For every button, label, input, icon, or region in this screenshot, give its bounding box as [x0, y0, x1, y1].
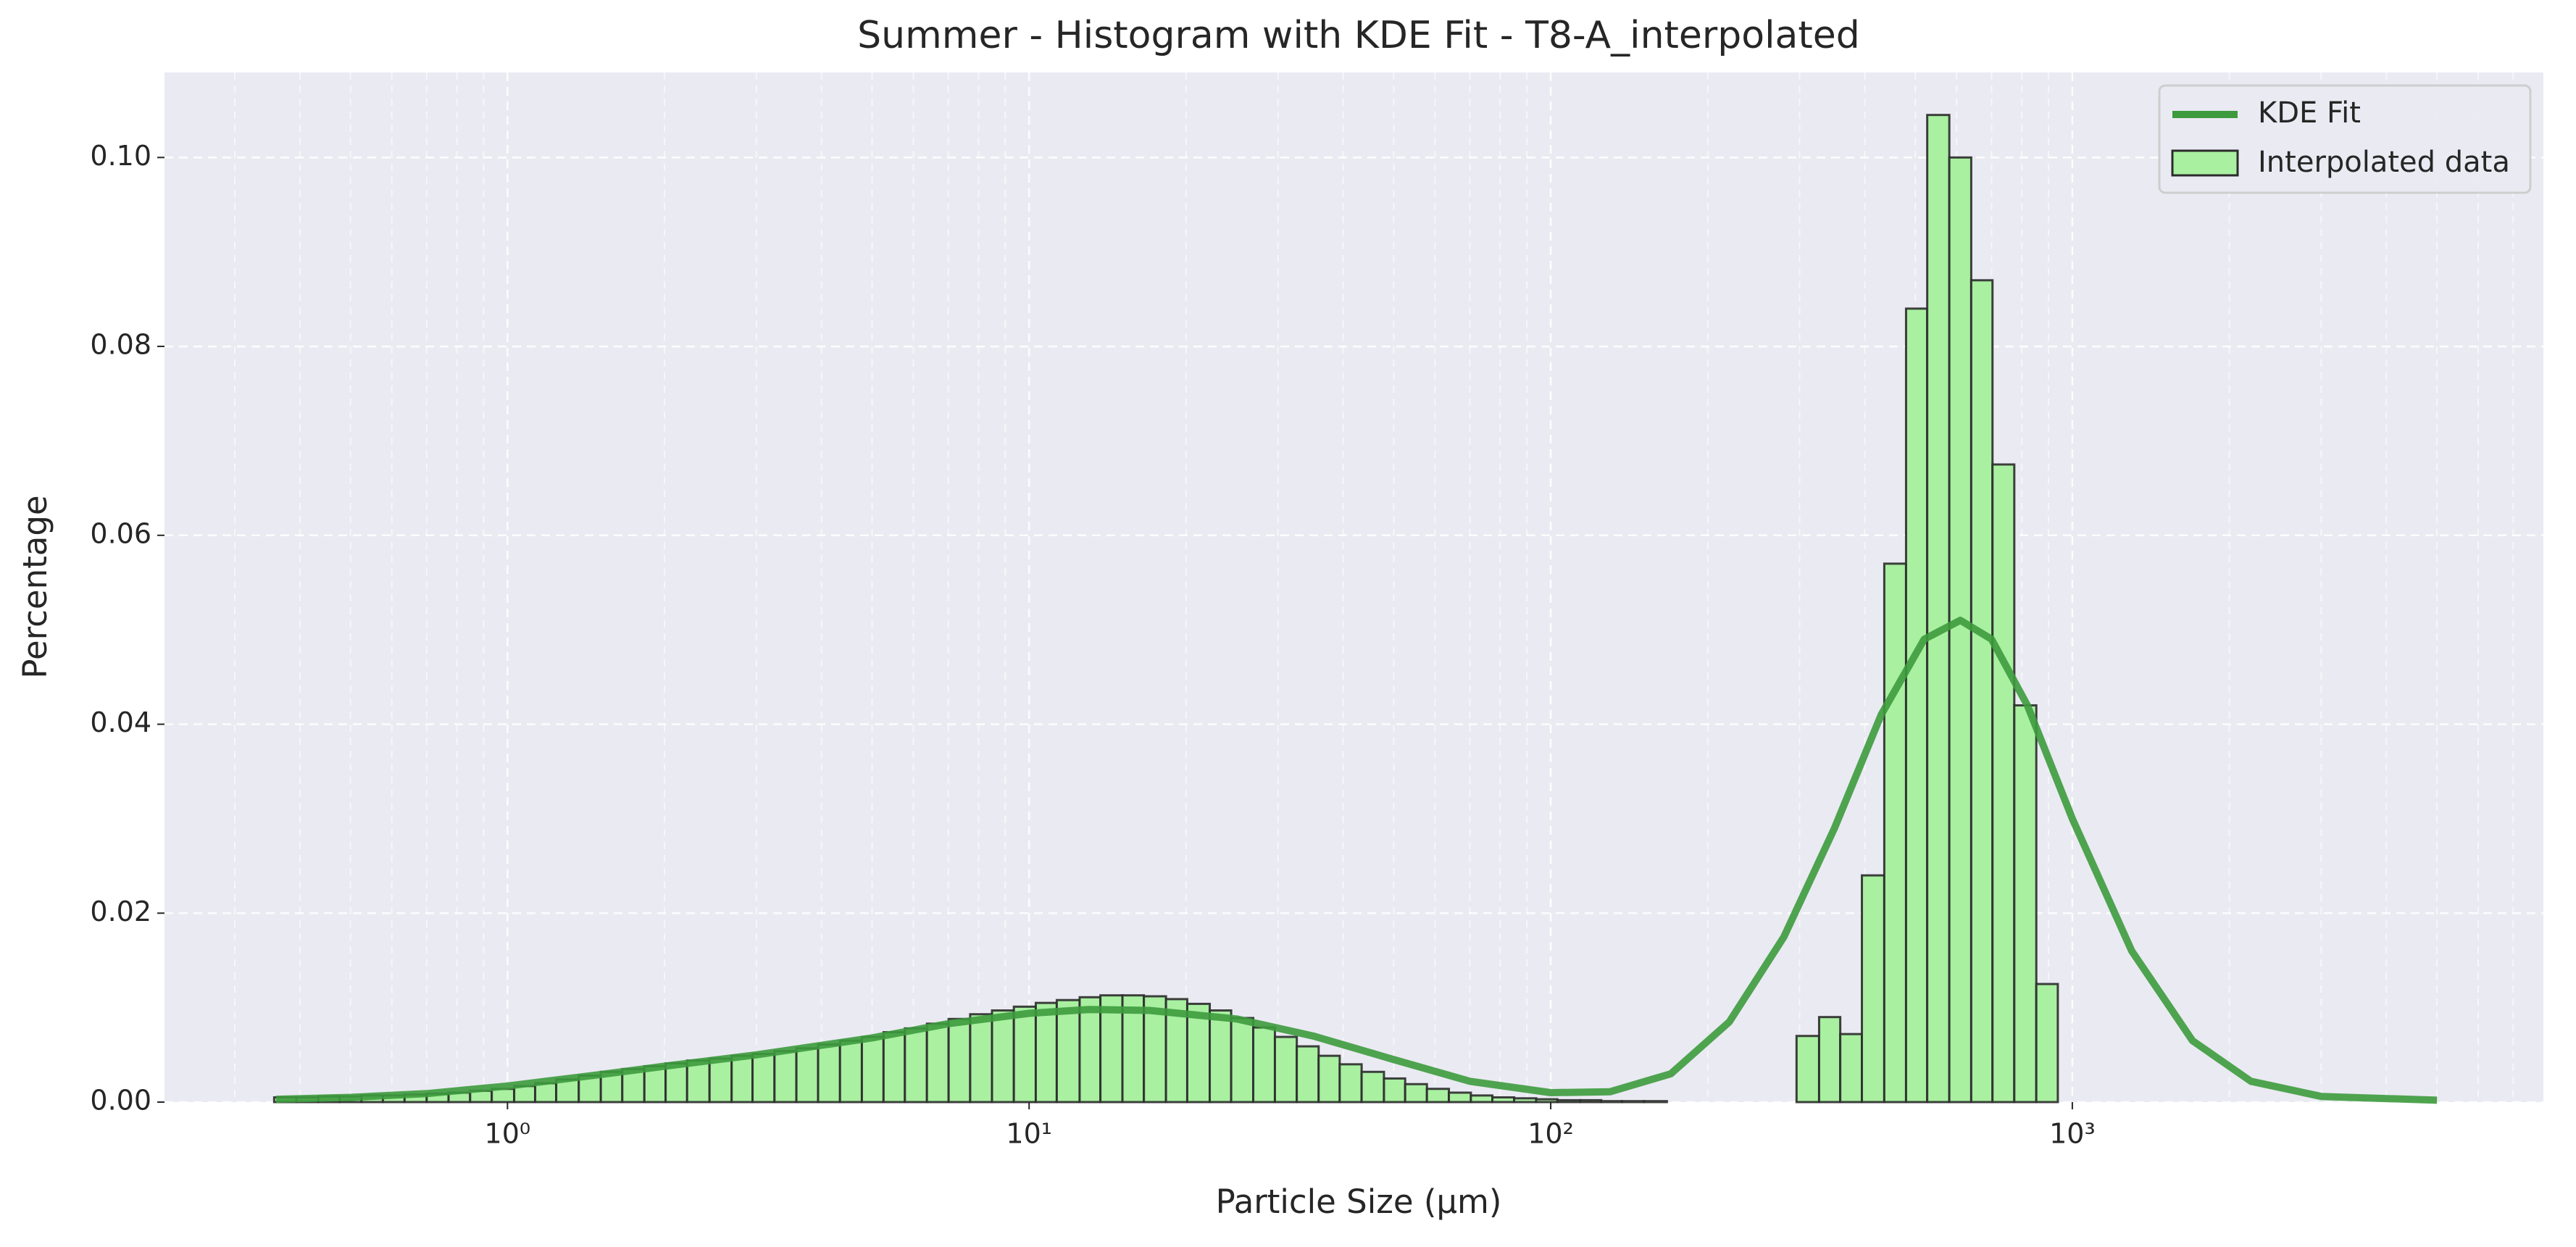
- legend-box: [2158, 84, 2532, 194]
- histogram-bar: [708, 1057, 733, 1104]
- x-tick-label: 10¹: [1006, 1118, 1052, 1150]
- histogram-bar: [1185, 1002, 1212, 1104]
- histogram-bar: [1861, 874, 1885, 1104]
- histogram-bar: [643, 1064, 667, 1104]
- histogram-bar: [491, 1088, 516, 1104]
- histogram-bar: [1470, 1094, 1494, 1104]
- histogram-bar: [1338, 1063, 1363, 1104]
- kde-line: [275, 617, 2438, 1104]
- histogram-bar: [1817, 1016, 1842, 1104]
- histogram-bar: [1600, 1100, 1623, 1104]
- histogram-bar: [2035, 983, 2059, 1104]
- histogram-bar: [1969, 279, 1994, 1104]
- plot-area: [164, 72, 2543, 1102]
- histogram-bar: [1425, 1088, 1451, 1104]
- histogram-bar: [1252, 1026, 1276, 1104]
- histogram-bar: [1839, 1033, 1864, 1104]
- histogram-bar: [1055, 998, 1081, 1104]
- histogram-bar: [947, 1017, 972, 1104]
- legend-label: Interpolated data: [2258, 146, 2510, 179]
- histogram-bar: [1579, 1098, 1603, 1104]
- histogram-bar: [991, 1009, 1015, 1104]
- legend-label: KDE Fit: [2258, 96, 2361, 130]
- histogram-bar: [1620, 1100, 1646, 1104]
- histogram-bar: [1643, 1100, 1668, 1104]
- histogram-bar: [1991, 463, 2016, 1104]
- histogram-bar: [534, 1082, 558, 1104]
- histogram-bar: [1404, 1083, 1428, 1104]
- y-tick-label: 0.00: [90, 1085, 151, 1117]
- histogram-bar: [1383, 1077, 1406, 1104]
- histogram-bar: [1535, 1098, 1559, 1104]
- x-tick-label: 10³: [2049, 1118, 2096, 1150]
- histogram-bar: [882, 1031, 906, 1104]
- x-tick-label: 10⁰: [485, 1118, 531, 1150]
- histogram-bar: [1012, 1005, 1037, 1104]
- histogram-bar: [817, 1043, 841, 1104]
- histogram-bar: [1078, 996, 1102, 1104]
- histogram-bar: [925, 1022, 950, 1104]
- y-tick-label: 0.04: [90, 706, 151, 738]
- histogram-bar: [1904, 307, 1929, 1104]
- histogram-bar: [685, 1059, 711, 1104]
- legend: KDE Fit Interpolated data: [2158, 84, 2532, 194]
- histogram-bar: [1317, 1054, 1341, 1104]
- histogram-bar: [904, 1027, 928, 1104]
- x-tick-label: 10²: [1527, 1118, 1574, 1150]
- histogram-bar: [1273, 1035, 1299, 1104]
- histogram-bar: [1034, 1001, 1058, 1104]
- histogram-bar: [730, 1054, 754, 1104]
- histogram-bar: [1556, 1098, 1582, 1104]
- histogram-bar: [1926, 114, 1951, 1104]
- histogram-bar: [838, 1039, 863, 1104]
- histogram-bar: [1883, 562, 1907, 1104]
- y-tick-label: 0.08: [90, 329, 151, 361]
- y-tick-label: 0.02: [90, 896, 151, 927]
- histogram-bar: [1491, 1096, 1516, 1104]
- histogram-bar: [1296, 1045, 1320, 1104]
- histogram-bar: [1513, 1097, 1538, 1104]
- histogram-bar: [1795, 1035, 1820, 1104]
- y-tick-label: 0.10: [90, 140, 151, 172]
- histogram-bar: [1448, 1091, 1472, 1104]
- histogram-bar: [2013, 704, 2038, 1104]
- histogram-bar: [751, 1053, 776, 1104]
- y-axis-label: Percentage: [16, 495, 54, 678]
- histogram-bar: [795, 1047, 820, 1104]
- y-tick-label: 0.06: [90, 517, 151, 549]
- histogram-bar: [969, 1013, 993, 1104]
- x-axis-label: Particle Size (μm): [1216, 1183, 1502, 1221]
- histogram-bar: [1209, 1009, 1233, 1104]
- chart-title: Summer - Histogram with KDE Fit - T8-A_i…: [857, 14, 1860, 57]
- histogram-bar: [1360, 1070, 1385, 1104]
- legend-patch: [2171, 149, 2239, 177]
- histogram-bar: [555, 1078, 580, 1104]
- histogram-bar: [1948, 156, 1972, 1104]
- histogram-bar: [773, 1050, 798, 1104]
- histogram-bar: [1230, 1017, 1255, 1104]
- histogram-bar: [860, 1035, 885, 1104]
